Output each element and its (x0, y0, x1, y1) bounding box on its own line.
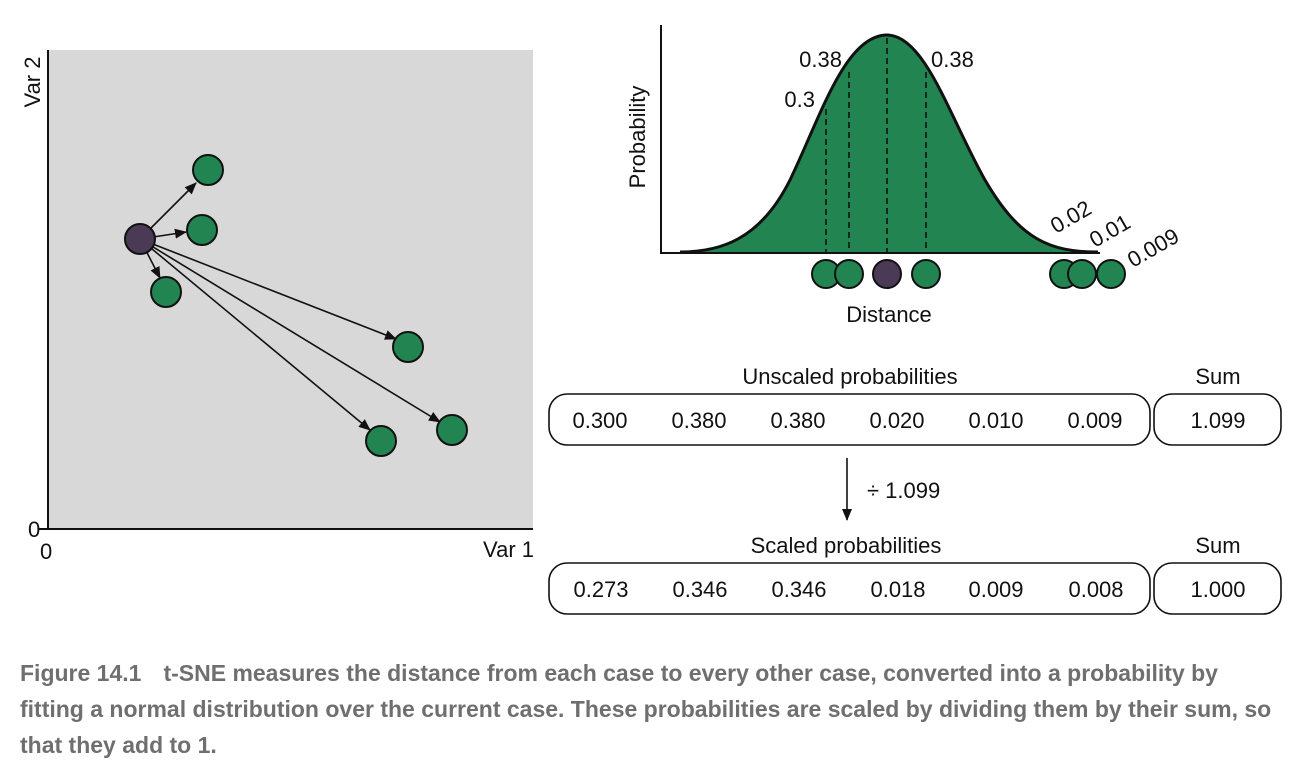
scaled-value: 0.009 (968, 577, 1023, 602)
scaled-sum-value: 1.000 (1190, 577, 1245, 602)
scaled-values-box (548, 562, 1151, 615)
x-axis-label: Var 1 (483, 537, 534, 562)
divide-label: ÷ 1.099 (867, 478, 940, 503)
scaled-value: 0.018 (870, 577, 925, 602)
arrow-to-point-6 (139, 238, 371, 431)
unscaled-title: Unscaled probabilities (742, 364, 957, 389)
neighbor-point (834, 259, 864, 289)
scatter-background (48, 50, 533, 529)
arrow-to-point-4 (139, 238, 397, 340)
curve-y-label: Probability (625, 86, 650, 189)
current-case-point (124, 223, 156, 255)
scaled-value: 0.346 (771, 577, 826, 602)
unscaled-value: 0.380 (671, 408, 726, 433)
y-zero-label: 0 (28, 517, 40, 542)
unscaled-value: 0.009 (1067, 408, 1122, 433)
tsne-figure: 0 0 Var 1 Var 2 (20, 25, 1282, 615)
caption-text: t-SNE measures the distance from each ca… (20, 660, 1272, 758)
curve-x-label: Distance (846, 302, 932, 327)
neighbor-point (186, 214, 218, 246)
current-case-point (872, 259, 902, 289)
neighbor-point (911, 259, 941, 289)
y-axis-label: Var 2 (20, 57, 45, 108)
scaled-value: 0.346 (672, 577, 727, 602)
arrow-to-point-5 (139, 238, 441, 423)
scaled-sum-box (1153, 562, 1282, 615)
unscaled-sum-label: Sum (1195, 364, 1240, 389)
distribution-panel: Probability Distance 0.38 0.38 0.3 0.02 … (625, 25, 1183, 327)
neighbor-point (1096, 259, 1126, 289)
prob-label-03: 0.3 (784, 87, 815, 112)
scaled-title: Scaled probabilities (751, 533, 942, 558)
unscaled-sum-box (1153, 393, 1282, 446)
prob-label-left-038: 0.38 (799, 47, 842, 72)
neighbor-point (1067, 259, 1097, 289)
unscaled-value: 0.300 (572, 408, 627, 433)
scaled-section: Scaled probabilities Sum 0.273 0.346 0.3… (548, 533, 1282, 615)
figure-number: Figure 14.1 (20, 660, 142, 686)
normal-curve-fill (680, 35, 1098, 252)
neighbor-points (150, 154, 468, 457)
normal-curve-outline (679, 33, 1099, 254)
prob-label-right-038: 0.38 (931, 47, 974, 72)
neighbor-point (365, 425, 397, 457)
figure-caption: Figure 14.1 t-SNE measures the distance f… (20, 655, 1282, 763)
scaled-value: 0.008 (1068, 577, 1123, 602)
scatter-panel: 0 0 Var 1 Var 2 (20, 50, 534, 564)
divide-step: ÷ 1.099 (842, 458, 940, 521)
neighbor-point (192, 154, 224, 186)
dashed-guides (825, 38, 927, 252)
neighbor-point (392, 331, 424, 363)
distance-points (811, 259, 1126, 289)
unscaled-value: 0.020 (869, 408, 924, 433)
unscaled-sum-value: 1.099 (1190, 408, 1245, 433)
scaled-sum-label: Sum (1195, 533, 1240, 558)
unscaled-values-box (548, 393, 1151, 446)
unscaled-value: 0.010 (968, 408, 1023, 433)
neighbor-point (150, 276, 182, 308)
unscaled-value: 0.380 (770, 408, 825, 433)
x-zero-label: 0 (40, 539, 52, 564)
neighbor-point (436, 414, 468, 446)
scaled-value: 0.273 (573, 577, 628, 602)
unscaled-section: Unscaled probabilities Sum 0.300 0.380 0… (548, 364, 1282, 446)
